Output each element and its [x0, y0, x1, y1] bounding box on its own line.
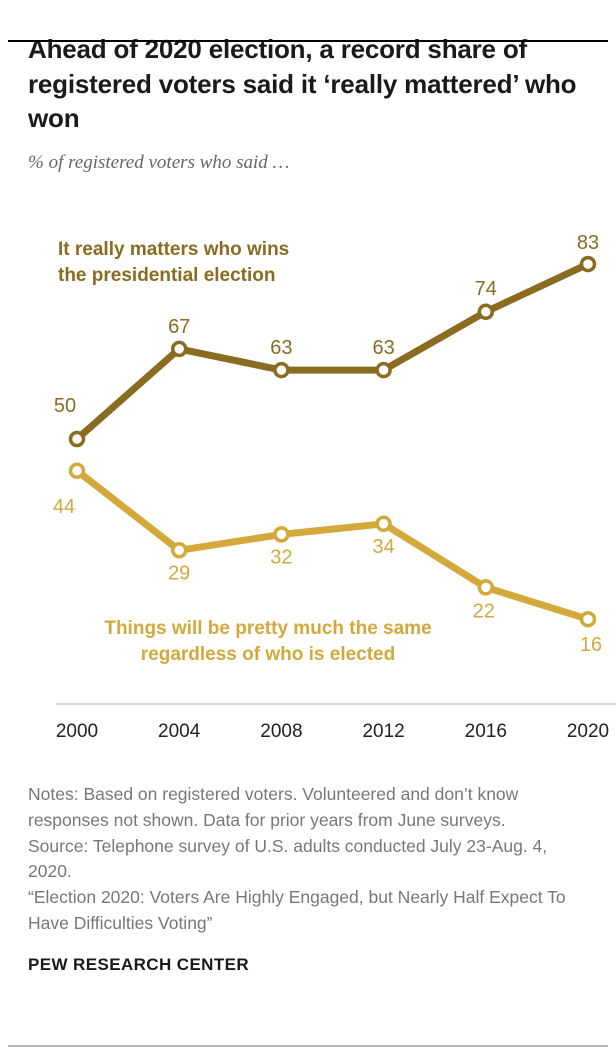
series-annotation-1: regardless of who is elected: [141, 644, 395, 665]
data-point-marker: [477, 578, 495, 596]
data-point-marker: [477, 303, 495, 320]
data-point-marker: [273, 525, 290, 543]
data-point-marker: [579, 610, 597, 628]
notes-section: Notes: Based on registered voters. Volun…: [28, 782, 588, 937]
data-point-marker: [68, 462, 86, 479]
data-value-label: 29: [168, 562, 190, 584]
data-value-label: 67: [168, 316, 190, 338]
data-value-label: 22: [473, 600, 495, 622]
note-source: Source: Telephone survey of U.S. adults …: [28, 835, 548, 882]
data-value-label: 34: [372, 536, 394, 558]
data-value-label: 74: [475, 278, 497, 300]
top-border: [8, 40, 608, 42]
note-methodology: Notes: Based on registered voters. Volun…: [28, 783, 519, 830]
data-value-label: 63: [372, 337, 394, 359]
series-annotation-0: It really matters who wins: [58, 239, 289, 260]
data-point-marker: [170, 541, 188, 559]
x-axis-tick-label: 2004: [158, 721, 201, 742]
series-line-1: [73, 467, 592, 623]
bottom-border: [8, 1045, 608, 1047]
data-value-label: 32: [270, 546, 292, 568]
data-point-marker: [273, 361, 290, 379]
note-report-title: “Election 2020: Voters Are Highly Engage…: [28, 887, 566, 934]
x-axis-tick-label: 2000: [56, 721, 98, 742]
x-axis-tick-label: 2020: [567, 721, 609, 742]
x-axis-tick-label: 2008: [260, 721, 302, 742]
series-line-0: [73, 260, 592, 443]
series-annotation-1: Things will be pretty much the same: [104, 618, 431, 639]
data-point-marker: [375, 361, 392, 379]
data-value-label: 16: [580, 634, 602, 656]
footer-brand: PEW RESEARCH CENTER: [28, 955, 250, 975]
data-point-marker: [170, 340, 188, 357]
series-annotation-0: the presidential election: [58, 265, 276, 286]
page-content: Ahead of 2020 election, a record share o…: [0, 32, 616, 975]
page-subtitle: % of registered voters who said …: [28, 151, 290, 173]
page-title: Ahead of 2020 election, a record share o…: [28, 34, 577, 134]
data-point-marker: [68, 430, 86, 447]
line-chart: 2000 2004 2008 2012 2016 2020 50 67 63 63 74 83 It r…: [53, 232, 616, 742]
x-axis-tick-label: 2012: [362, 721, 404, 742]
data-value-label: 83: [577, 232, 599, 254]
data-value-label: 50: [54, 395, 76, 417]
data-point-marker: [579, 255, 597, 273]
data-value-label: 63: [270, 337, 292, 359]
x-axis-tick-label: 2016: [465, 721, 507, 742]
data-value-label: 44: [53, 496, 75, 518]
data-point-marker: [375, 515, 392, 532]
